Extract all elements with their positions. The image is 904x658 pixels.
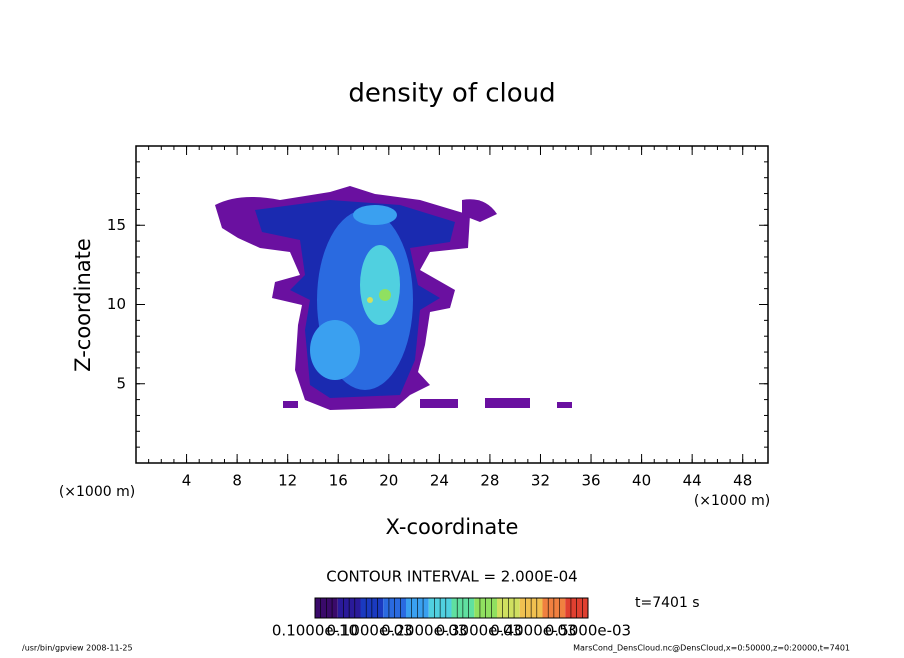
x-tick-label: 36 <box>581 472 600 490</box>
footer-right: MarsCond_DensCloud.nc@DensCloud,x=0:5000… <box>573 644 850 653</box>
footer-left: /usr/bin/gpview 2008-11-25 <box>22 644 133 653</box>
x-tick-label: 12 <box>278 472 297 490</box>
plot-frame <box>135 145 769 464</box>
colorbar-label: 0.5000e-03 <box>545 622 631 640</box>
contour-interval: CONTOUR INTERVAL = 2.000E-04 <box>326 568 577 586</box>
colorbar-frame <box>314 597 589 619</box>
x-tick-label: 16 <box>329 472 348 490</box>
x-tick-label: 32 <box>531 472 550 490</box>
chart-title: density of cloud <box>348 79 555 109</box>
y-axis-title: Z-coordinate <box>71 238 95 372</box>
x-tick-label: 48 <box>733 472 752 490</box>
y-tick-label: 15 <box>107 216 126 234</box>
x-tick-label: 28 <box>480 472 499 490</box>
colorbar-label: 0.3000e-03 <box>436 622 522 640</box>
x-axis-title: X-coordinate <box>386 515 519 539</box>
time-label: t=7401 s <box>635 595 700 611</box>
colorbar-label: 0.4000e-03 <box>490 622 576 640</box>
x-tick-label: 44 <box>683 472 702 490</box>
x-tick-label: 20 <box>379 472 398 490</box>
x-tick-label: 8 <box>232 472 242 490</box>
x-tick-label: 4 <box>182 472 192 490</box>
colorbar: 0.1000e-100.1000e-030.2000e-030.3000e-03… <box>272 597 631 640</box>
colorbar-label: 0.1000e-10 <box>272 622 358 640</box>
colorbar-label: 0.1000e-03 <box>326 622 412 640</box>
contour-field <box>215 186 572 410</box>
x-tick-label: 24 <box>430 472 449 490</box>
y-unit-label: (×1000 m) <box>59 484 135 500</box>
x-tick-label: 40 <box>632 472 651 490</box>
colorbar-label: 0.2000e-03 <box>381 622 467 640</box>
x-unit-label: (×1000 m) <box>694 493 770 509</box>
y-tick-label: 10 <box>107 295 126 313</box>
y-tick-label: 5 <box>116 374 126 392</box>
